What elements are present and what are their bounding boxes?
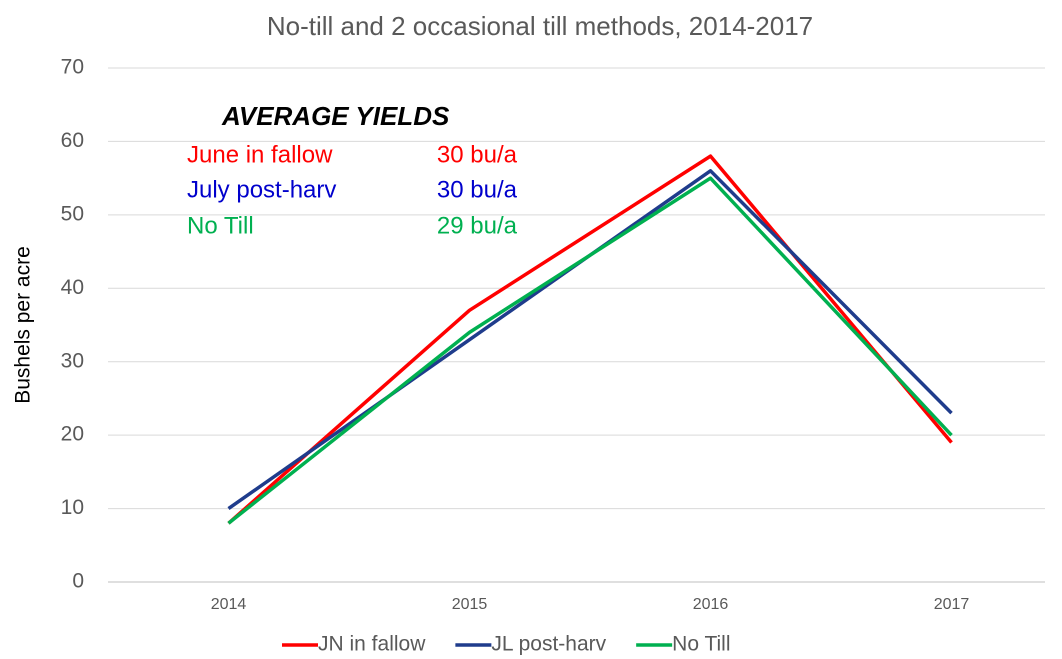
- annotation-label: June in fallow: [187, 141, 333, 168]
- legend-label: JL post-harv: [491, 633, 606, 656]
- y-tick-label: 0: [72, 570, 84, 593]
- y-axis-label: Bushels per acre: [12, 246, 35, 404]
- x-tick-label: 2014: [211, 596, 247, 613]
- y-tick-label: 50: [61, 202, 84, 225]
- annotation-value: 30 bu/a: [437, 141, 518, 168]
- y-tick-label: 40: [61, 276, 84, 299]
- x-tick-label: 2015: [452, 596, 488, 613]
- annotation-value: 30 bu/a: [437, 176, 518, 203]
- x-tick-label: 2017: [934, 596, 970, 613]
- y-tick-label: 20: [61, 423, 84, 446]
- x-tick-label: 2016: [693, 596, 729, 613]
- annotation-label: No Till: [187, 212, 254, 239]
- legend-label: No Till: [672, 633, 730, 656]
- y-tick-label: 70: [61, 56, 84, 79]
- chart-title: No-till and 2 occasional till methods, 2…: [267, 11, 813, 41]
- series-line: [227, 176, 953, 525]
- series-line: [227, 154, 953, 525]
- annotation-value: 29 bu/a: [437, 212, 518, 239]
- annotation-heading: AVERAGE YIELDS: [221, 101, 450, 131]
- y-tick-label: 10: [61, 496, 84, 519]
- y-tick-label: 60: [61, 129, 84, 152]
- y-tick-label: 30: [61, 349, 84, 372]
- annotation-label: July post-harv: [187, 176, 336, 203]
- series-line: [227, 169, 953, 511]
- legend-label: JN in fallow: [318, 633, 426, 656]
